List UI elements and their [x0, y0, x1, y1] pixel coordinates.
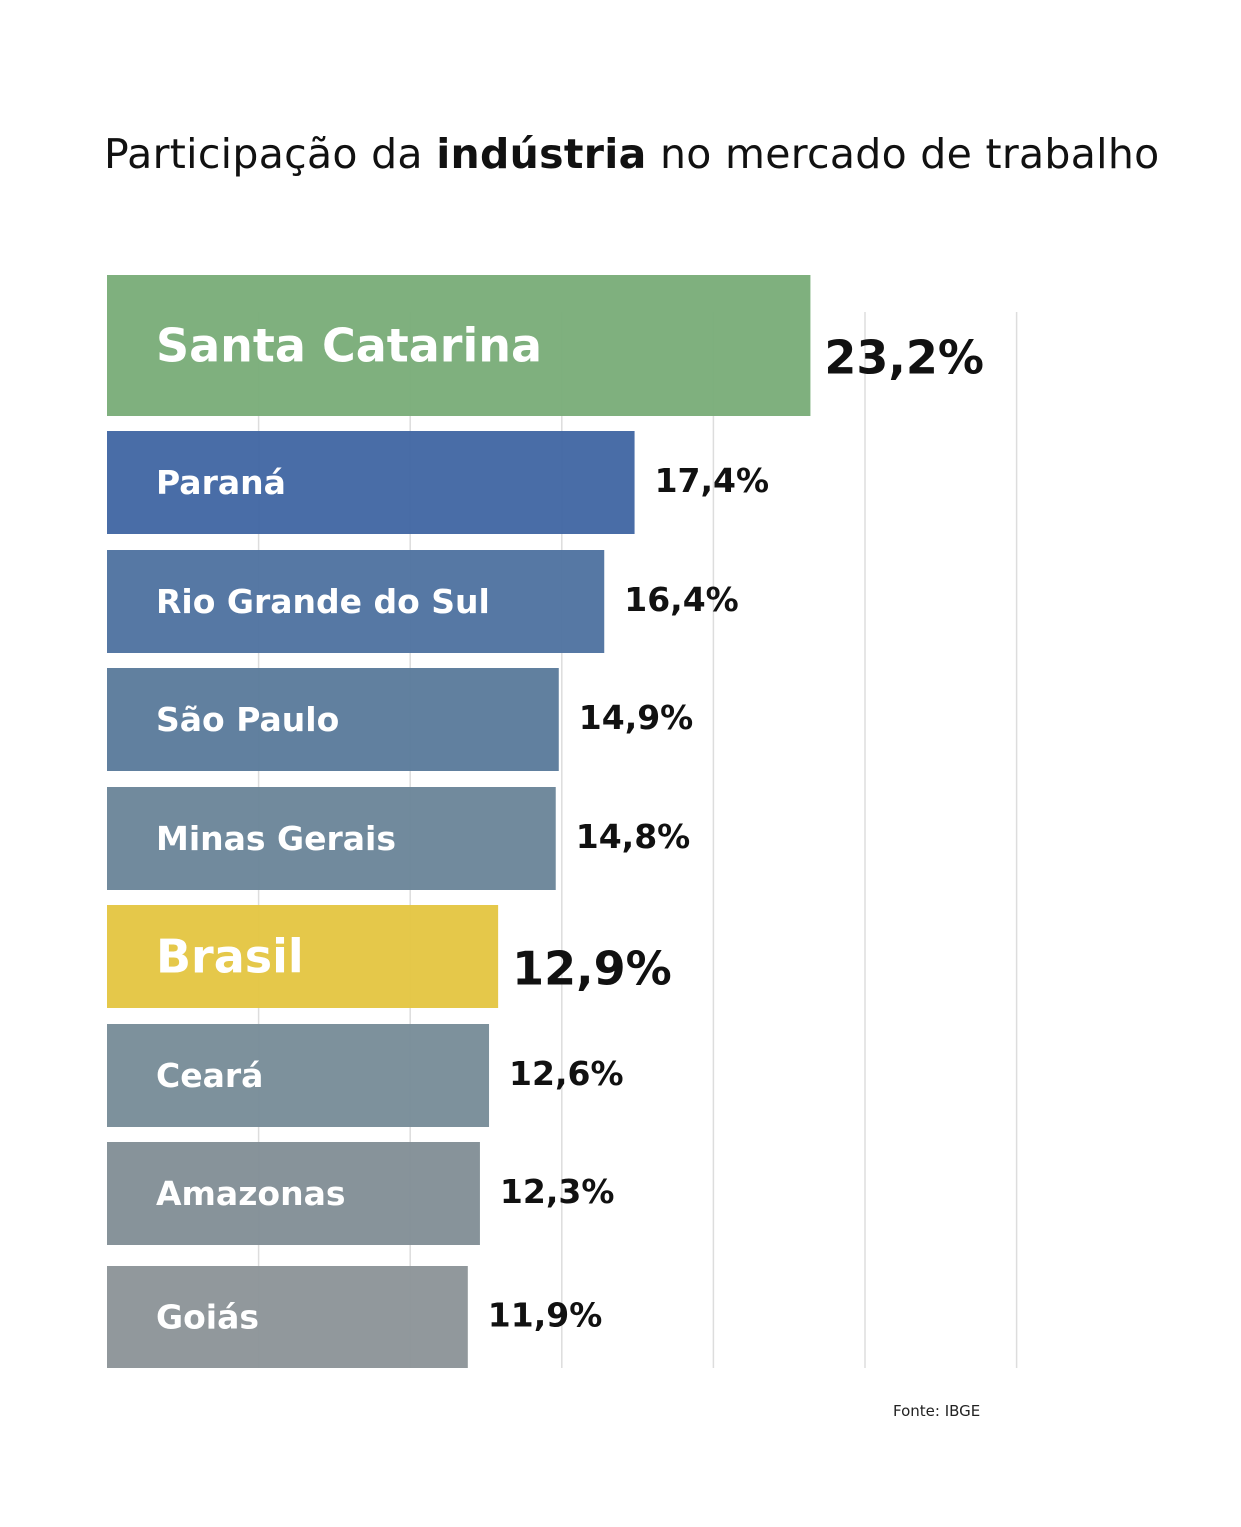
bar-group: Goiás 11,9% [107, 1266, 602, 1368]
bar-value-label: 11,9% [488, 1296, 602, 1335]
chart-title: Participação da indústria no mercado de … [104, 130, 1160, 178]
bar-group: Brasil 12,9% [107, 905, 672, 1008]
bar-value-label: 14,9% [579, 698, 694, 737]
bar-group: Rio Grande do Sul 16,4% [107, 550, 739, 653]
bar-category-label: Ceará [156, 1056, 263, 1095]
bar-category-label: Minas Gerais [156, 819, 396, 858]
bar-category-label: Santa Catarina [156, 319, 542, 373]
bar-category-label: Goiás [156, 1298, 259, 1337]
bar [107, 668, 559, 771]
bar-group: Amazonas 12,3% [107, 1142, 614, 1245]
bar-group: Minas Gerais 14,8% [107, 787, 690, 890]
bar-category-label: Amazonas [156, 1174, 345, 1213]
bar-value-label: 17,4% [655, 461, 770, 500]
bar [107, 787, 556, 890]
bar-group: Paraná 17,4% [107, 431, 769, 534]
bar [107, 550, 605, 653]
bar [107, 905, 499, 1008]
bar [107, 275, 811, 416]
bar-value-label: 23,2% [824, 331, 984, 385]
bar-category-label: São Paulo [156, 700, 339, 739]
bar [107, 1024, 490, 1127]
bar-category-label: Rio Grande do Sul [156, 582, 490, 621]
bar-value-label: 12,9% [512, 942, 672, 996]
bar-value-label: 14,8% [576, 817, 691, 856]
bar-group: Santa Catarina 23,2% [107, 275, 984, 416]
bar [107, 1142, 480, 1245]
source-note: Fonte: IBGE [893, 1402, 981, 1420]
bar-group: São Paulo 14,9% [107, 668, 693, 771]
bar [107, 431, 635, 534]
bar [107, 1266, 468, 1368]
bar-value-label: 16,4% [624, 580, 739, 619]
bar-category-label: Brasil [156, 930, 304, 984]
bar-value-label: 12,6% [509, 1054, 623, 1093]
bar-group: Ceará 12,6% [107, 1024, 624, 1127]
bar-value-label: 12,3% [500, 1172, 615, 1211]
bar-category-label: Paraná [156, 463, 286, 502]
